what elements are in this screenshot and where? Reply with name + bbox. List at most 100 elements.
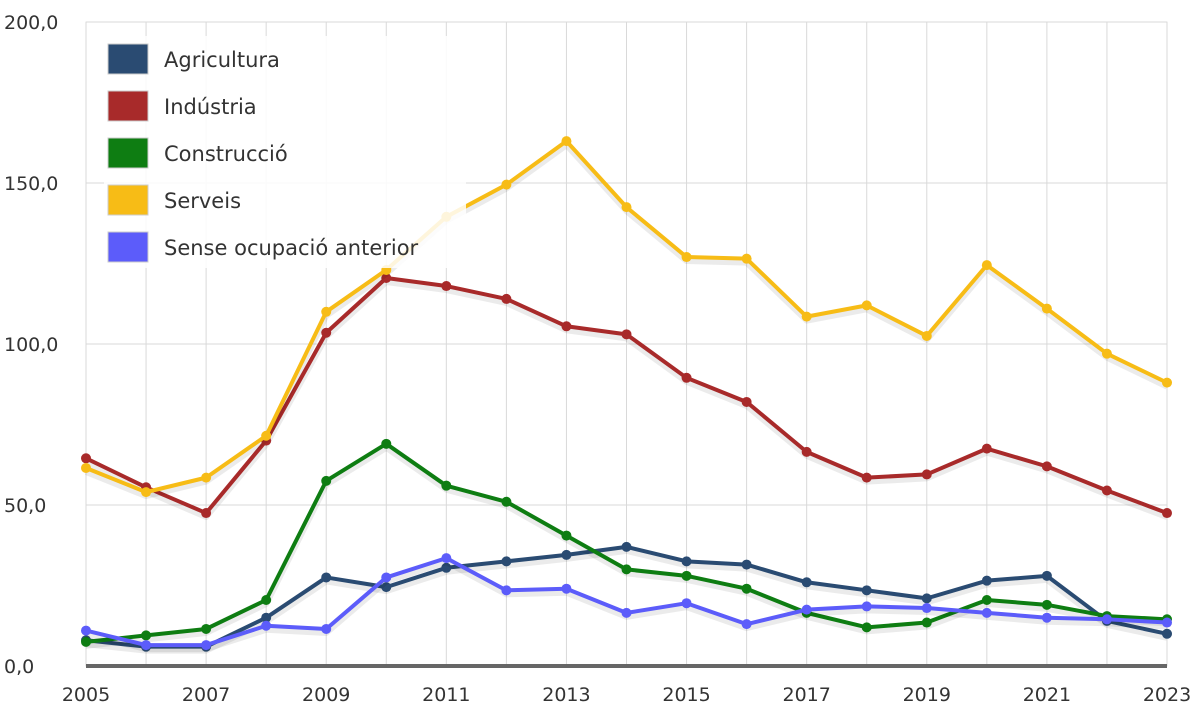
data-point bbox=[921, 617, 932, 628]
data-point bbox=[381, 582, 392, 593]
data-point bbox=[1162, 508, 1172, 519]
data-point bbox=[1101, 348, 1112, 359]
data-point bbox=[861, 622, 872, 633]
data-point bbox=[861, 585, 872, 596]
data-point bbox=[501, 496, 512, 507]
data-point bbox=[321, 623, 332, 634]
legend-swatch bbox=[107, 43, 149, 75]
data-point bbox=[81, 453, 91, 464]
x-tick-label: 2017 bbox=[782, 684, 830, 706]
y-tick-label: 0,0 bbox=[4, 656, 34, 678]
x-tick-label: 2005 bbox=[62, 684, 110, 706]
data-point bbox=[441, 562, 452, 573]
data-point bbox=[201, 640, 212, 651]
legend-label: Construcció bbox=[164, 142, 288, 166]
data-point bbox=[1162, 377, 1172, 388]
data-point bbox=[621, 329, 632, 340]
data-point bbox=[321, 306, 332, 317]
data-point bbox=[381, 438, 392, 449]
series-lines bbox=[81, 136, 1172, 654]
y-tick-label: 50,0 bbox=[4, 495, 46, 517]
data-point bbox=[561, 321, 572, 332]
data-point bbox=[81, 636, 91, 647]
data-point bbox=[261, 620, 272, 631]
data-point bbox=[261, 612, 272, 623]
data-point bbox=[741, 396, 752, 407]
data-point bbox=[1041, 461, 1052, 472]
data-point bbox=[981, 575, 992, 586]
x-tick-label: 2019 bbox=[903, 684, 951, 706]
data-point bbox=[741, 583, 752, 594]
data-point bbox=[1101, 485, 1112, 496]
data-point bbox=[1041, 599, 1052, 610]
data-point bbox=[261, 594, 272, 605]
legend: Agricultura Indústria Construcció Serveis Se… bbox=[104, 36, 466, 268]
x-tick-label: 2009 bbox=[302, 684, 350, 706]
data-point bbox=[861, 472, 872, 483]
data-point bbox=[81, 462, 91, 473]
data-point bbox=[141, 640, 152, 651]
data-point bbox=[1041, 612, 1052, 623]
data-point bbox=[681, 598, 692, 609]
data-point bbox=[561, 549, 572, 560]
data-point bbox=[801, 577, 812, 588]
data-point bbox=[201, 508, 212, 519]
data-point bbox=[681, 252, 692, 263]
x-tick-label: 2013 bbox=[542, 684, 590, 706]
data-point bbox=[921, 469, 932, 480]
series-sense-ocupaci-anterior bbox=[81, 553, 1172, 653]
legend-label: Agricultura bbox=[164, 48, 280, 72]
data-point bbox=[981, 607, 992, 618]
data-point bbox=[741, 253, 752, 264]
data-point bbox=[921, 603, 932, 614]
legend-label: Indústria bbox=[164, 95, 257, 119]
data-point bbox=[921, 593, 932, 604]
series-serveis bbox=[81, 136, 1172, 500]
data-point bbox=[141, 630, 152, 641]
data-point bbox=[681, 556, 692, 567]
data-point bbox=[1162, 628, 1172, 639]
data-point bbox=[1101, 614, 1112, 625]
x-tick-label: 2011 bbox=[422, 684, 470, 706]
legend-box bbox=[104, 36, 466, 268]
data-point bbox=[1162, 617, 1172, 628]
data-point bbox=[681, 570, 692, 581]
legend-label: Sense ocupació anterior bbox=[164, 236, 419, 260]
data-point bbox=[1041, 570, 1052, 581]
data-point bbox=[861, 300, 872, 311]
data-point bbox=[621, 541, 632, 552]
y-tick-label: 150,0 bbox=[4, 173, 58, 195]
y-tick-label: 100,0 bbox=[4, 334, 58, 356]
data-point bbox=[561, 530, 572, 541]
data-point bbox=[801, 604, 812, 615]
x-tick-label: 2015 bbox=[662, 684, 710, 706]
data-point bbox=[381, 572, 392, 583]
data-point bbox=[801, 446, 812, 457]
legend-swatch bbox=[107, 231, 149, 263]
data-point bbox=[501, 179, 512, 190]
data-point bbox=[321, 572, 332, 583]
data-point bbox=[81, 625, 91, 636]
data-point bbox=[741, 619, 752, 630]
data-point bbox=[501, 585, 512, 596]
data-point bbox=[981, 443, 992, 454]
y-tick-label: 200,0 bbox=[4, 12, 58, 34]
data-point bbox=[501, 556, 512, 567]
legend-swatch bbox=[107, 90, 149, 122]
legend-swatch bbox=[107, 137, 149, 169]
data-point bbox=[981, 260, 992, 271]
data-point bbox=[441, 480, 452, 491]
data-point bbox=[501, 293, 512, 304]
data-point bbox=[561, 136, 572, 147]
data-point bbox=[801, 311, 812, 322]
data-point bbox=[981, 594, 992, 605]
legend-swatch bbox=[107, 184, 149, 216]
x-tick-label: 2023 bbox=[1143, 684, 1191, 706]
data-point bbox=[141, 487, 152, 498]
data-point bbox=[381, 272, 392, 283]
data-point bbox=[621, 202, 632, 213]
data-point bbox=[441, 553, 452, 564]
data-point bbox=[201, 623, 212, 634]
data-point bbox=[321, 475, 332, 486]
data-point bbox=[261, 430, 272, 441]
